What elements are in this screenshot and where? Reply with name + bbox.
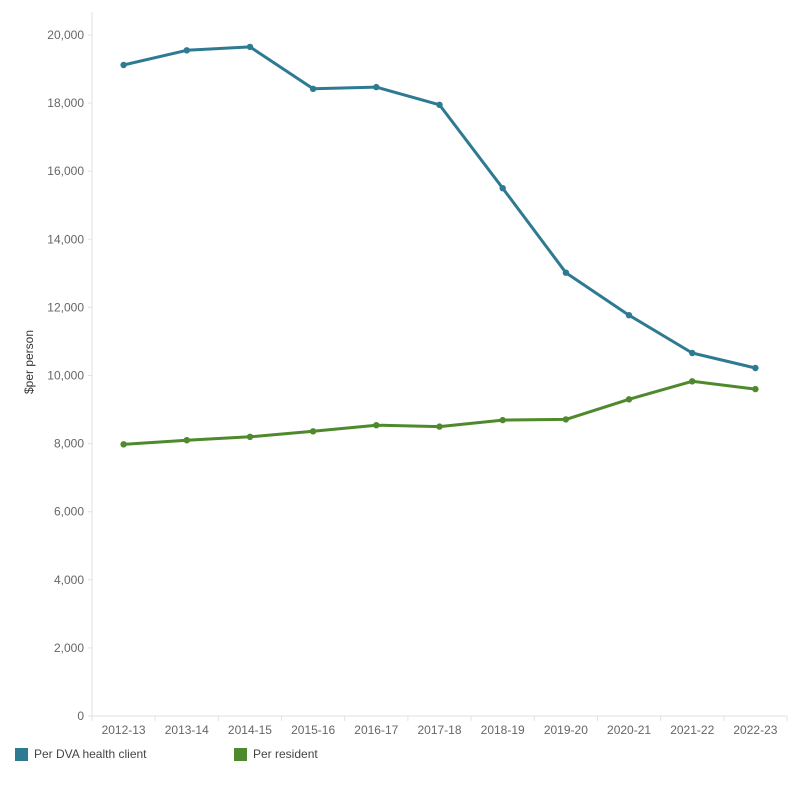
y-tick-label: 20,000: [47, 28, 84, 42]
legend: Per DVA health client Per resident: [15, 747, 715, 767]
x-tick-label: 2017-18: [417, 723, 461, 737]
x-tick-label: 2014-15: [228, 723, 272, 737]
y-tick-label: 4,000: [54, 573, 84, 587]
data-point[interactable]: [499, 416, 506, 424]
data-point[interactable]: [752, 385, 759, 393]
y-axis-title: $per person: [22, 330, 36, 394]
series-lines: [120, 43, 759, 448]
data-point[interactable]: [562, 416, 570, 423]
x-tick-labels: 2012-13 2013-14 2014-15 2015-16 2016-17 2017-…: [102, 723, 778, 737]
y-tick-label: 16,000: [47, 164, 84, 178]
x-tick-label: 2015-16: [291, 723, 335, 737]
legend-label-dva-health-client: Per DVA health client: [34, 747, 147, 761]
y-tick-label: 18,000: [47, 96, 84, 110]
y-tick-label: 14,000: [47, 232, 84, 246]
y-tick-label: 0: [77, 709, 84, 723]
x-tick-label: 2018-19: [481, 723, 525, 737]
data-point[interactable]: [436, 101, 443, 109]
data-point[interactable]: [625, 396, 633, 403]
y-tick-labels: 0 2,000 4,000 6,000 8,000 10,000 12,000 14,000 1…: [47, 28, 84, 723]
line-chart: 0 2,000 4,000 6,000 8,000 10,000 12,000 14,000 1…: [22, 12, 788, 737]
x-tick-label: 2022-23: [733, 723, 777, 737]
x-tick-label: 2021-22: [670, 723, 714, 737]
series-0: [120, 43, 759, 372]
y-tick-label: 6,000: [54, 505, 84, 519]
data-point[interactable]: [183, 437, 190, 444]
series-line: [122, 45, 757, 370]
y-tick-label: 10,000: [47, 369, 84, 383]
data-point[interactable]: [689, 378, 696, 385]
y-tick-label: 8,000: [54, 437, 84, 451]
data-point[interactable]: [625, 312, 633, 319]
legend-item-per-resident[interactable]: Per resident: [234, 747, 318, 761]
data-point[interactable]: [246, 433, 254, 440]
data-point[interactable]: [183, 47, 190, 54]
data-point[interactable]: [499, 185, 506, 192]
data-point[interactable]: [562, 269, 570, 276]
series-line: [122, 379, 757, 446]
y-tick-label: 12,000: [47, 300, 84, 314]
data-point[interactable]: [373, 422, 380, 429]
axes: [88, 12, 788, 721]
data-point[interactable]: [246, 43, 254, 51]
data-point[interactable]: [120, 61, 127, 69]
legend-label-per-resident: Per resident: [253, 747, 318, 761]
data-point[interactable]: [120, 441, 127, 448]
data-point[interactable]: [752, 364, 759, 372]
legend-swatch-dva-health-client: [15, 747, 28, 761]
legend-item-dva-health-client[interactable]: Per DVA health client: [15, 747, 147, 761]
series-1: [120, 378, 759, 448]
data-point[interactable]: [309, 428, 317, 435]
x-tick-label: 2020-21: [607, 723, 651, 737]
data-point[interactable]: [689, 349, 696, 357]
x-tick-label: 2019-20: [544, 723, 588, 737]
data-point[interactable]: [309, 85, 317, 93]
legend-swatch-per-resident: [234, 747, 247, 761]
data-point[interactable]: [373, 83, 380, 91]
x-tick-label: 2013-14: [165, 723, 209, 737]
data-point[interactable]: [436, 423, 443, 430]
x-tick-label: 2012-13: [102, 723, 146, 737]
x-tick-label: 2016-17: [354, 723, 398, 737]
y-tick-label: 2,000: [54, 641, 84, 655]
